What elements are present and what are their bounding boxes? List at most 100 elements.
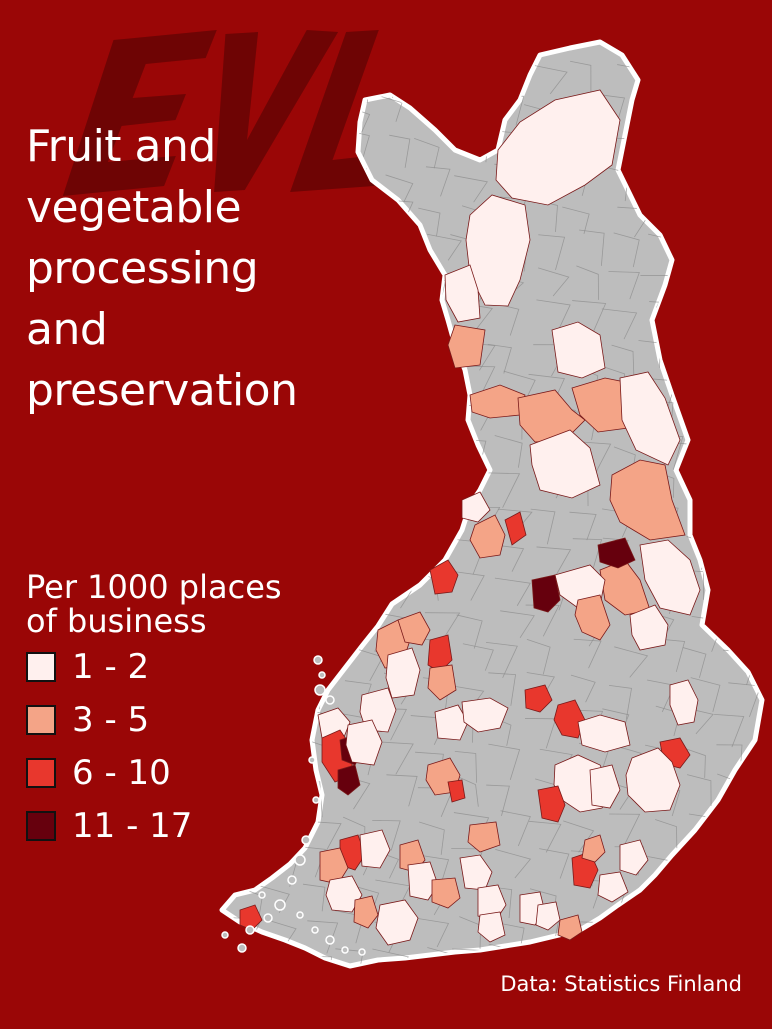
legend-title: Per 1000 places of business [26, 570, 282, 638]
municipality-border [764, 172, 772, 201]
island [287, 875, 297, 885]
municipality-border [259, 71, 290, 107]
municipality-border [601, 308, 638, 340]
municipality-border [765, 786, 772, 820]
municipality-region [639, 539, 701, 616]
municipality-border [716, 373, 746, 405]
municipality-border [538, 267, 570, 297]
municipality-border [536, 299, 571, 331]
island [341, 946, 349, 954]
municipality-border [348, 407, 385, 443]
municipality-border [576, 441, 612, 475]
municipality-border [307, 821, 342, 856]
municipality-regions [221, 89, 701, 956]
municipality-region [529, 429, 601, 499]
island [263, 913, 273, 923]
legend-title-line: of business [26, 602, 207, 640]
legend: Per 1000 places of business 1 - 2 3 - 5 … [26, 570, 282, 862]
municipality-border [714, 713, 745, 748]
municipality-border [723, 920, 758, 958]
municipality-border [230, 444, 263, 474]
municipality-border [678, 267, 706, 300]
municipality-border [232, 507, 266, 538]
municipality-border [684, 310, 717, 346]
municipality-border [340, 515, 367, 546]
island [296, 911, 304, 919]
municipality-border [530, 508, 556, 545]
legend-title-line: Per 1000 places [26, 568, 282, 606]
municipality-region [609, 459, 686, 541]
map-title: Fruit and vegetable processing and prese… [26, 116, 356, 421]
municipality-border [422, 310, 446, 341]
municipality-region [467, 821, 501, 853]
municipality-region [495, 89, 621, 206]
municipality-region [531, 574, 561, 613]
municipality-region [577, 714, 631, 753]
municipality-border [222, 537, 246, 572]
municipality-border [640, 161, 676, 196]
municipality-border [342, 378, 374, 411]
municipality-region [537, 785, 566, 823]
legend-label: 11 - 17 [72, 806, 193, 846]
municipality-border [640, 922, 665, 953]
municipality-border [226, 303, 258, 332]
municipality-border [421, 63, 446, 93]
municipality-border [297, 846, 326, 878]
municipality-border [454, 175, 488, 203]
municipality-border [223, 476, 248, 512]
municipality-border [759, 267, 762, 304]
municipality-region [397, 611, 431, 646]
municipality-border [757, 845, 762, 882]
municipality-border [269, 436, 307, 467]
municipality-border [272, 952, 301, 966]
municipality-border [725, 580, 759, 616]
municipality-region [461, 491, 491, 523]
municipality-border [272, 538, 309, 569]
municipality-border [418, 207, 441, 237]
municipality-border [608, 271, 640, 300]
island [274, 899, 286, 911]
island [294, 854, 306, 866]
municipality-border [769, 442, 772, 478]
municipality-border [758, 613, 762, 650]
municipality-border [485, 642, 518, 678]
municipality-border [731, 300, 754, 327]
municipality-region [629, 604, 669, 651]
title-line: vegetable [26, 182, 242, 233]
municipality-border [569, 511, 597, 541]
municipality-border [457, 64, 481, 95]
municipality-border [412, 436, 446, 463]
island [313, 655, 323, 665]
municipality-region [524, 684, 553, 713]
municipality-border [682, 647, 707, 678]
municipality-border [297, 200, 321, 235]
municipality-region [557, 914, 583, 941]
municipality-border [427, 233, 462, 261]
municipality-border [563, 820, 595, 853]
evl-logo-watermark [62, 30, 380, 196]
title-line: Fruit and [26, 121, 216, 172]
municipality-border [678, 106, 710, 140]
municipality-border [374, 479, 403, 509]
municipality-border [372, 948, 409, 966]
municipality-border [715, 130, 739, 167]
municipality-border [716, 815, 747, 850]
municipality-border [414, 137, 440, 169]
municipality-region [553, 699, 586, 739]
municipality-border [760, 334, 762, 368]
municipality-border [494, 435, 523, 468]
municipality-border [386, 774, 418, 807]
municipality-region [385, 647, 421, 699]
municipality-border [486, 784, 510, 817]
municipality-border [614, 646, 649, 678]
municipality-region [574, 594, 611, 641]
municipality-border [487, 72, 512, 102]
municipality-border [312, 97, 334, 131]
municipality-border [570, 674, 596, 703]
municipality-border [222, 199, 250, 236]
municipality-border [756, 132, 762, 166]
municipality-border [681, 945, 713, 966]
municipality-border [725, 166, 751, 195]
municipality-border [419, 821, 445, 855]
